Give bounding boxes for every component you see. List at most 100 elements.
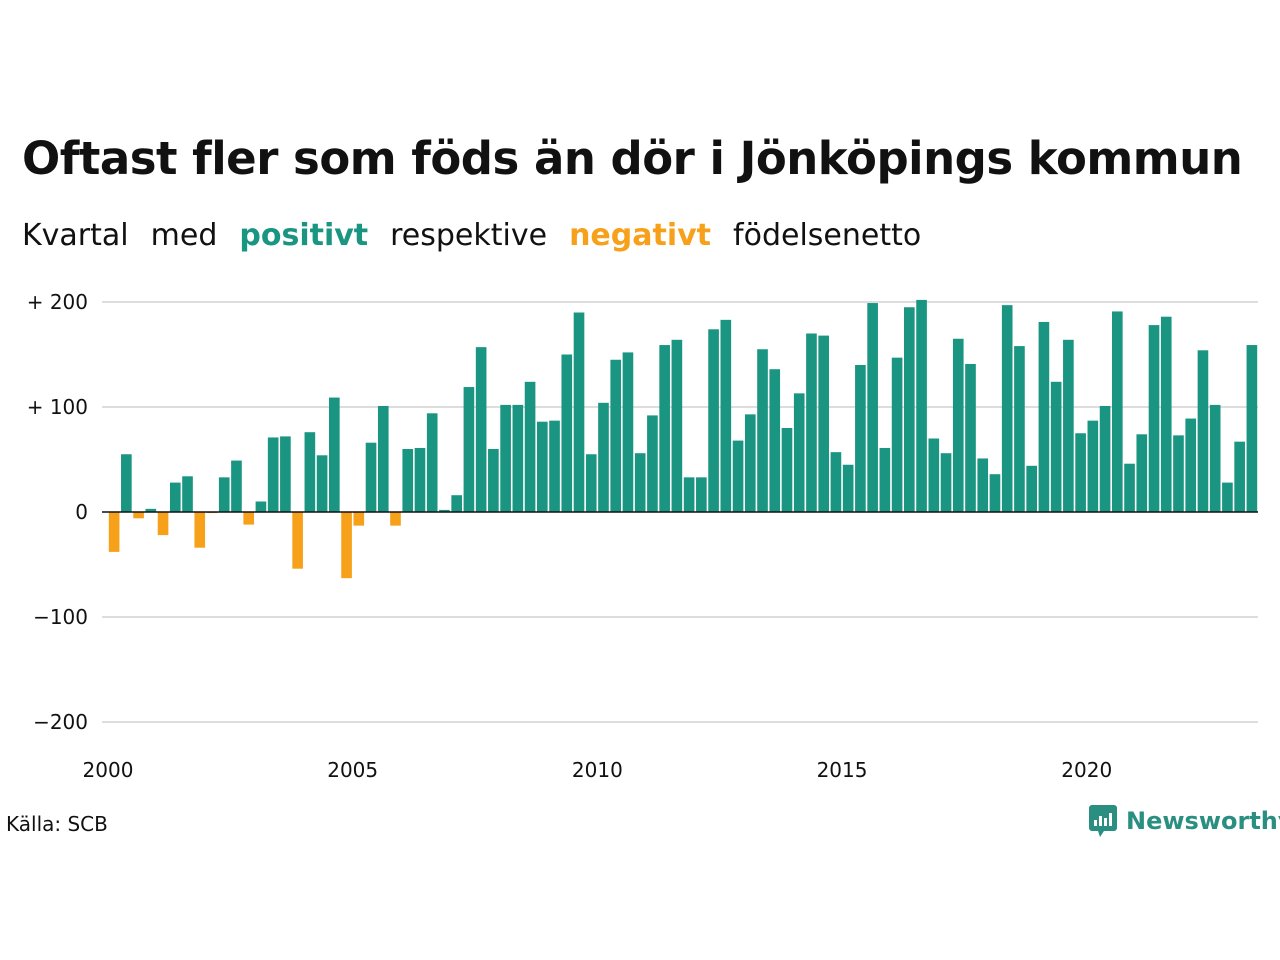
bar [928,438,940,512]
bar [671,339,683,512]
bar [255,501,267,512]
bar [940,453,952,512]
bar [402,449,414,512]
bar [732,440,744,512]
subtitle-positive: positivt [239,218,369,253]
bar [659,345,670,512]
bar [634,453,646,512]
bar [952,338,964,512]
bar [904,307,915,512]
subtitle-word: födelsenetto [733,218,922,253]
bar [891,357,903,512]
bar [1026,465,1037,512]
bar [561,354,573,512]
bar [329,397,340,512]
subtitle-negative: negativt [569,218,712,253]
newsworthy-logo: Newsworthy [1088,804,1280,838]
bar [867,303,878,512]
subtitle-word: respektive [390,218,548,253]
bar [781,428,793,512]
bar [573,312,585,512]
bar [524,381,536,512]
bar [439,509,450,512]
bar [842,464,854,512]
bar [806,333,817,512]
bar [622,352,634,512]
bar [365,442,377,512]
bar [647,415,658,512]
x-tick-label: 2010 [572,758,623,782]
bar [157,512,169,536]
bar [1111,311,1123,512]
bar [1160,316,1172,512]
bar [414,447,426,512]
bar [1038,321,1050,512]
bar [182,476,193,512]
bar [341,512,352,579]
bar [977,458,989,512]
bar [1063,339,1074,512]
bar [316,455,328,512]
bar [744,414,756,512]
bar [133,512,144,519]
bar [549,420,560,512]
bar [855,365,866,512]
bar [292,512,303,569]
bar [536,421,548,512]
bar [683,477,695,512]
bar [610,359,622,512]
bar [145,508,157,512]
x-tick-label: 2020 [1061,758,1112,782]
bar [757,349,768,512]
newsworthy-logo-icon [1089,805,1117,837]
chart-subtitle: Kvartal med positivt respektive negativt föde… [22,218,943,253]
bar [720,319,732,512]
bar [1075,433,1086,512]
bar [1087,420,1099,512]
bar [793,393,805,512]
brand-name: Newsworthy [1126,807,1280,835]
bar [475,347,487,512]
bar [818,335,830,512]
x-tick-label: 2005 [327,758,378,782]
bar [243,512,255,525]
bar [194,512,206,548]
bar [1014,346,1025,512]
bar [989,474,1001,512]
bar [1197,350,1209,512]
x-tick-label: 2000 [83,758,134,782]
subtitle-word: med [150,218,218,253]
y-tick-label: 0 [75,500,88,524]
bar [451,495,462,512]
bar [169,482,181,512]
bar [218,477,230,512]
bar [879,447,891,512]
bar [267,437,279,512]
bar [121,454,132,512]
bar [1185,418,1197,512]
bar [463,387,475,512]
bar [1209,404,1221,512]
y-tick-label: −200 [33,710,88,734]
x-tick-label: 2015 [817,758,868,782]
bar [231,460,242,512]
subtitle-word: Kvartal [22,218,129,253]
y-tick-label: + 200 [27,290,88,314]
chart-title: Oftast fler som föds än dör i Jönköpings… [22,132,1243,185]
bar [488,449,499,512]
bar [916,299,927,512]
bar [1099,405,1111,512]
bar [1246,345,1258,512]
bar [1001,305,1013,512]
bar-chart: + 200 + 100 0 −100 −200 2000 2005 2010 2015 2020 [27,290,1258,782]
bar [769,369,781,512]
bar [965,363,976,512]
bar [598,402,609,512]
bar [426,413,438,512]
bar [696,477,707,512]
bar [280,436,291,512]
bar [1234,441,1245,512]
bar [708,329,719,512]
bar [830,452,842,512]
bar [512,404,524,512]
